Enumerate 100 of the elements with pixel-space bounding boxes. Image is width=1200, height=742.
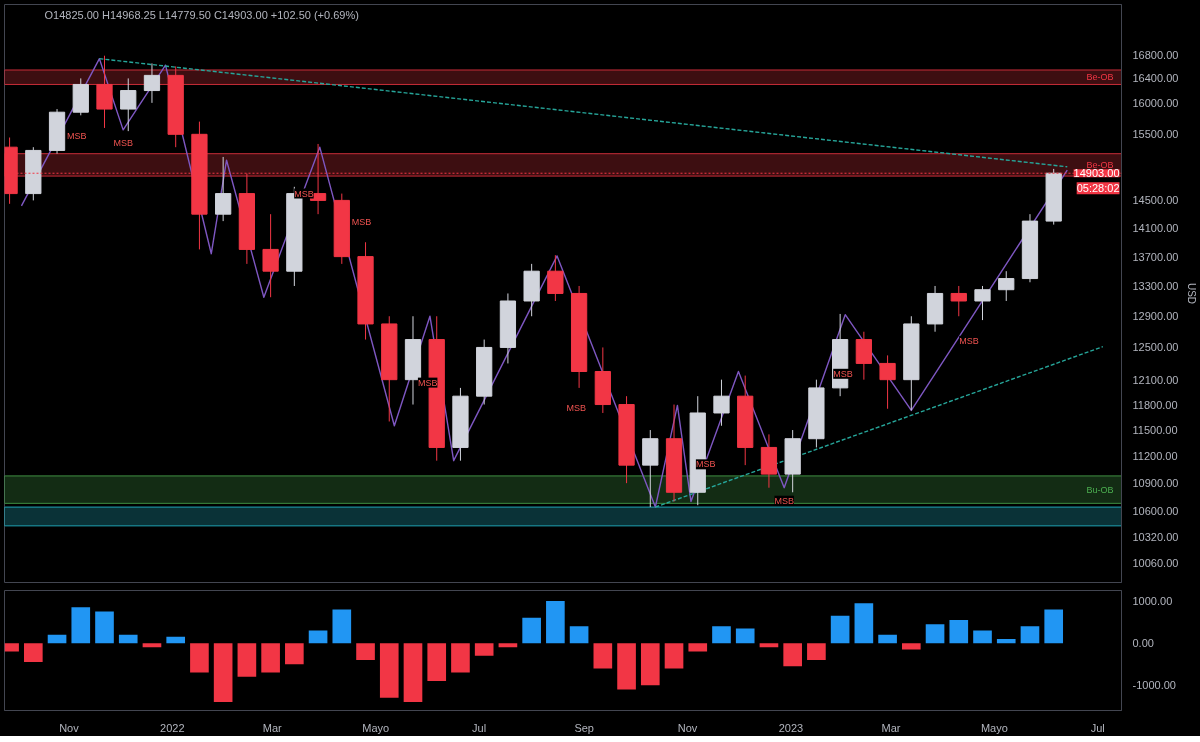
y-tick-label: 10320.00 — [1132, 531, 1179, 544]
bar — [261, 643, 280, 673]
bar — [427, 643, 447, 682]
bar — [569, 626, 589, 644]
bar — [783, 643, 802, 667]
x-tick-label: Nov — [59, 721, 80, 734]
candlestick — [974, 285, 991, 321]
annotation: 05:28:02 — [1076, 182, 1120, 195]
bar — [996, 638, 1016, 644]
x-tick-label: Sep — [574, 721, 594, 734]
bar — [640, 643, 660, 686]
bar — [95, 611, 114, 644]
band-label: Bu-OB — [1086, 484, 1114, 495]
bar — [617, 643, 636, 690]
y-tick-label: 10060.00 — [1132, 556, 1179, 569]
bar — [1044, 609, 1064, 644]
band-label: Be-OB — [1086, 159, 1114, 170]
bar — [118, 634, 138, 644]
candlestick — [713, 379, 730, 427]
bar — [807, 643, 826, 660]
bar — [593, 643, 613, 669]
bar — [332, 609, 352, 644]
y-tick-label: 10900.00 — [1132, 477, 1179, 490]
y-tick-label: 1000.00 — [1132, 595, 1173, 608]
bar — [190, 643, 209, 673]
annotation: MSB — [113, 137, 133, 148]
bar — [664, 643, 684, 669]
x-tick-label: Mar — [881, 721, 901, 734]
bar — [735, 628, 755, 644]
y-tick-label: 11500.00 — [1132, 424, 1178, 437]
annotation: MSB — [417, 377, 438, 388]
candlestick — [547, 254, 564, 302]
y-tick-label: 12100.00 — [1132, 373, 1179, 386]
y-tick-label: 11800.00 — [1132, 398, 1178, 411]
bar — [854, 603, 874, 644]
y-tick-label: 16800.00 — [1132, 48, 1179, 61]
candlestick — [998, 270, 1015, 302]
ref-line-label: 14903.00 — [1073, 167, 1120, 180]
band-label: Be-OB — [1086, 72, 1114, 83]
bar — [403, 643, 423, 703]
x-tick-label: Nov — [677, 721, 698, 734]
bar — [830, 615, 850, 644]
bar — [902, 643, 921, 650]
x-tick-label: Mar — [262, 721, 283, 734]
annotation: MSB — [695, 459, 716, 470]
candlestick — [262, 213, 279, 298]
bar — [878, 634, 897, 644]
candlestick — [120, 77, 137, 132]
annotation: MSB — [351, 216, 372, 227]
y-tick-label: 16000.00 — [1132, 96, 1179, 109]
bar — [522, 617, 541, 644]
annotation: MSB — [959, 335, 979, 346]
bar — [166, 636, 186, 644]
bar — [213, 643, 233, 703]
bar — [308, 630, 328, 644]
bar — [237, 643, 257, 677]
bar — [474, 643, 494, 656]
y-tick-label: 12900.00 — [1132, 310, 1179, 323]
bar — [973, 630, 992, 644]
bar — [285, 643, 304, 665]
y-tick-label: 14100.00 — [1132, 222, 1179, 235]
bar — [949, 619, 969, 644]
bar — [712, 626, 731, 644]
y-tick-label: 13700.00 — [1132, 250, 1179, 263]
chart-subtitle: O14825.00 H14968.25 L14779.50 C14903.00 +102.50 (+0.69%) — [44, 8, 359, 21]
bar — [925, 624, 945, 644]
annotation: MSB — [294, 188, 314, 199]
bar — [23, 643, 43, 663]
candlestick — [950, 285, 967, 317]
candlestick — [143, 62, 161, 104]
x-tick-label: Mayo — [980, 721, 1008, 734]
x-tick-label: Mayo — [362, 721, 390, 734]
y-axis-title: USD — [1186, 282, 1198, 305]
x-tick-label: Jul — [1090, 721, 1105, 734]
annotation: MSB — [566, 402, 587, 413]
bar — [498, 643, 518, 648]
annotation: MSB — [833, 368, 853, 379]
y-tick-label: 11200.00 — [1132, 450, 1178, 463]
bar — [356, 643, 375, 660]
candlestick — [855, 331, 872, 381]
bar — [47, 634, 67, 644]
x-tick-label: 2023 — [778, 721, 804, 734]
bar — [142, 643, 162, 648]
candlestick — [215, 156, 232, 222]
y-tick-label: 13300.00 — [1132, 279, 1179, 292]
x-tick-label: 2022 — [160, 721, 185, 734]
candlestick — [879, 354, 896, 410]
annotation: MSB — [774, 495, 794, 506]
y-tick-label: -1000.00 — [1132, 679, 1176, 692]
bar — [546, 601, 565, 644]
y-tick-label: 10600.00 — [1132, 504, 1179, 517]
bar — [688, 643, 708, 652]
y-tick-label: 12500.00 — [1132, 341, 1179, 354]
bar — [759, 643, 779, 648]
bar — [71, 607, 91, 644]
y-tick-label: 0.00 — [1132, 637, 1154, 650]
bar — [379, 643, 399, 698]
y-tick-label: 15500.00 — [1132, 128, 1179, 141]
y-tick-label: 14500.00 — [1132, 194, 1179, 207]
x-tick-label: Jul — [472, 721, 487, 734]
